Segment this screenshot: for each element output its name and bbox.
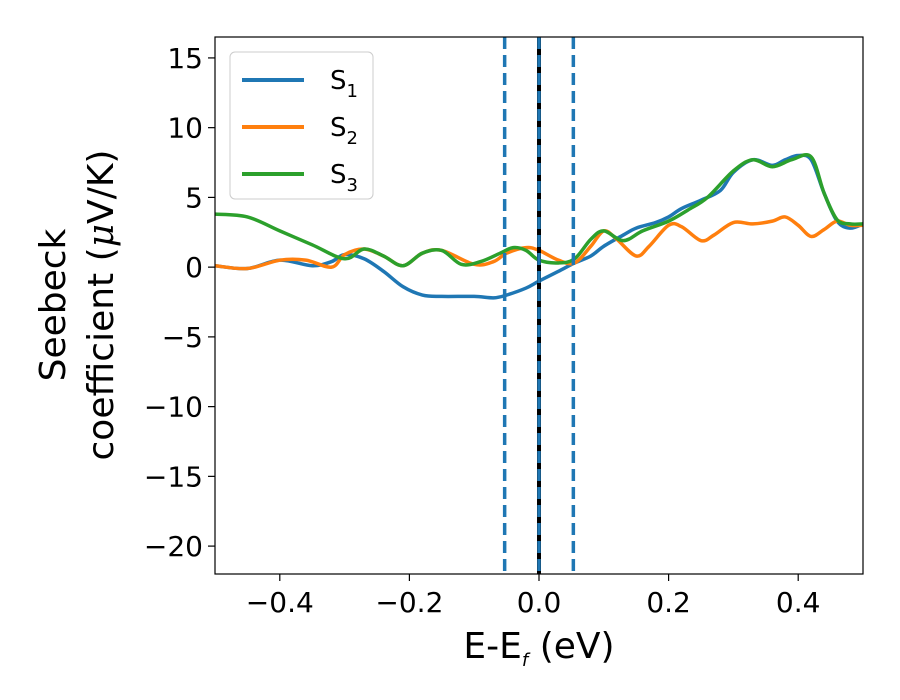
y-axis-label-line2: coefficient (μV/K) xyxy=(81,150,122,461)
legend: S1 S2 S3 xyxy=(229,51,374,200)
x-axis-label-main: E-E xyxy=(463,626,521,667)
x-tick-label: −0.4 xyxy=(246,586,314,619)
x-axis-label-unit: (eV) xyxy=(528,626,614,667)
y-axis-label-mu: μ xyxy=(81,224,122,247)
series-line-s1 xyxy=(215,153,863,300)
y-tick-label: −5 xyxy=(162,321,203,354)
reference-lines xyxy=(502,37,576,574)
y-tick-label: −10 xyxy=(144,391,203,424)
x-tick-label: −0.2 xyxy=(375,586,443,619)
y-tick-label: −15 xyxy=(144,460,203,493)
y-tick-label: 15 xyxy=(167,42,203,75)
x-axis-label: E-Ef (eV) xyxy=(463,626,614,671)
x-tick-label: 0.2 xyxy=(646,586,691,619)
y-tick-label: 0 xyxy=(185,251,203,284)
y-tick-label: 5 xyxy=(185,181,203,214)
y-axis-label: Seebeck coefficient (μV/K) xyxy=(33,150,122,461)
x-axis-label-sub: f xyxy=(522,650,531,671)
legend-label-s3: S3 xyxy=(330,160,358,196)
y-tick-label: 10 xyxy=(167,112,203,145)
y-axis-label-unit: V/K) xyxy=(81,150,122,224)
legend-label-s1: S1 xyxy=(330,66,358,102)
y-tick-label: −20 xyxy=(144,530,203,563)
y-axis-label-line1: Seebeck xyxy=(33,228,74,381)
series-layer xyxy=(215,153,863,300)
x-tick-label: 0.0 xyxy=(517,586,562,619)
x-tick-label: 0.4 xyxy=(776,586,821,619)
series-line-s3 xyxy=(215,153,863,268)
x-axis: −0.4 −0.2 0.0 0.2 0.4 xyxy=(246,574,821,619)
legend-label-s2: S2 xyxy=(330,113,358,149)
y-axis: 15 10 5 0 −5 −10 −15 −20 xyxy=(144,42,215,563)
y-axis-label-text: coefficient ( xyxy=(81,247,122,460)
